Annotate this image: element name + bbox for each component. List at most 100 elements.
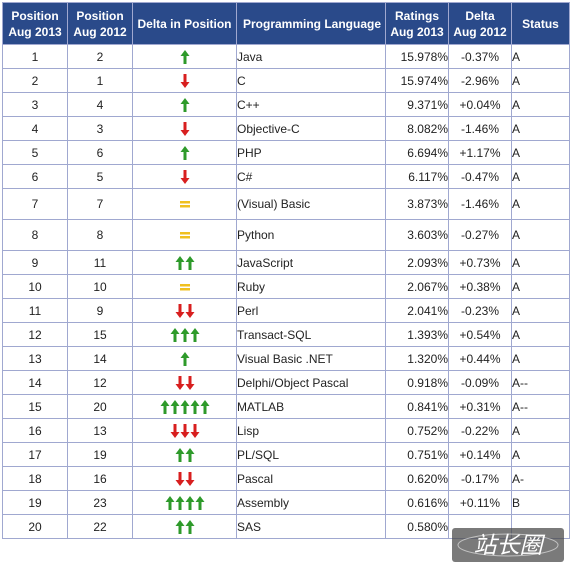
delta-position-cell [132,92,237,117]
language-cell[interactable]: C [236,68,386,93]
language-cell[interactable]: Pascal [236,466,386,491]
language-cell[interactable]: MATLAB [236,394,386,419]
ratings-cell: 2.041% [385,298,449,323]
position-2013-cell: 9 [2,250,68,275]
delta-arrows-graphic [160,399,209,414]
ratings-cell: 1.320% [385,346,449,371]
delta-cell: +0.11% [448,490,512,515]
ratings-cell: 6.694% [385,140,449,165]
position-2013-cell: 6 [2,164,68,189]
language-cell[interactable]: JavaScript [236,250,386,275]
position-2012-cell: 10 [67,274,133,299]
position-2013-cell: 8 [2,219,68,251]
delta-arrows-graphic [170,327,199,342]
delta-arrows-graphic [175,471,194,486]
language-cell[interactable]: Visual Basic .NET [236,346,386,371]
ratings-cell: 15.974% [385,68,449,93]
language-cell[interactable]: Delphi/Object Pascal [236,370,386,395]
language-cell[interactable]: SAS [236,514,386,539]
language-cell[interactable]: PL/SQL [236,442,386,467]
delta-position-cell [132,322,237,347]
red-down-arrow-icon [180,169,189,184]
ratings-cell: 1.393% [385,322,449,347]
status-cell: A [511,418,570,443]
table-body: 1 2 Java 15.978% -0.37% A 2 1 C 15.974% -2.96% A 3 4 C… [2,44,570,539]
language-cell[interactable]: Java [236,44,386,69]
language-cell[interactable]: Assembly [236,490,386,515]
position-2012-cell: 22 [67,514,133,539]
delta-arrows-graphic [179,232,190,239]
delta-position-cell [132,394,237,419]
position-2012-cell: 16 [67,466,133,491]
language-cell[interactable]: Perl [236,298,386,323]
ratings-cell: 0.620% [385,466,449,491]
ratings-cell: 0.752% [385,418,449,443]
position-2013-cell: 13 [2,346,68,371]
header-status: Status [511,2,570,45]
position-2012-cell: 20 [67,394,133,419]
green-up-arrow-icon [175,519,184,534]
green-up-arrow-icon [190,399,199,414]
delta-arrows-graphic [170,423,199,438]
yellow-equals-icon [179,283,190,290]
delta-arrows-graphic [180,351,189,366]
status-cell: A [511,116,570,141]
delta-cell: -0.09% [448,370,512,395]
position-2012-cell: 7 [67,188,133,220]
header-position-2013: Position Aug 2013 [2,2,68,45]
table-row: 18 16 Pascal 0.620% -0.17% A- [2,466,570,491]
header-row: Position Aug 2013 Position Aug 2012 Delt… [2,2,570,45]
table-row: 16 13 Lisp 0.752% -0.22% A [2,418,570,443]
green-up-arrow-icon [160,399,169,414]
position-2012-cell: 9 [67,298,133,323]
watermark-logo: 站长圈 [452,528,564,562]
delta-arrows-graphic [175,519,194,534]
header-ratings-line2: Aug 2013 [390,24,444,39]
position-2013-cell: 1 [2,44,68,69]
language-cell[interactable]: Objective-C [236,116,386,141]
language-cell[interactable]: C++ [236,92,386,117]
language-cell[interactable]: PHP [236,140,386,165]
green-up-arrow-icon [180,327,189,342]
status-cell: A [511,92,570,117]
language-cell[interactable]: Python [236,219,386,251]
status-cell: A [511,188,570,220]
ratings-cell: 3.873% [385,188,449,220]
delta-arrows-graphic [180,97,189,112]
language-cell[interactable]: (Visual) Basic [236,188,386,220]
table-row: 11 9 Perl 2.041% -0.23% A [2,298,570,323]
header-ratings-line1: Ratings [394,8,439,23]
green-up-arrow-icon [175,447,184,462]
green-up-arrow-icon [185,495,194,510]
delta-cell: -0.47% [448,164,512,189]
position-2012-cell: 8 [67,219,133,251]
language-cell[interactable]: Ruby [236,274,386,299]
table-row: 6 5 C# 6.117% -0.47% A [2,164,570,189]
ratings-cell: 3.603% [385,219,449,251]
position-2012-cell: 3 [67,116,133,141]
red-down-arrow-icon [175,471,184,486]
delta-arrows-graphic [180,73,189,88]
green-up-arrow-icon [175,255,184,270]
delta-cell: +0.54% [448,322,512,347]
table-row: 15 20 MATLAB 0.841% +0.31% A-- [2,394,570,419]
delta-arrows-graphic [180,121,189,136]
position-2012-cell: 11 [67,250,133,275]
delta-cell: +0.31% [448,394,512,419]
ratings-cell: 15.978% [385,44,449,69]
status-cell: A [511,68,570,93]
position-2012-cell: 14 [67,346,133,371]
table-row: 1 2 Java 15.978% -0.37% A [2,44,570,69]
red-down-arrow-icon [185,375,194,390]
language-cell[interactable]: Lisp [236,418,386,443]
delta-position-cell [132,164,237,189]
table-row: 19 23 Assembly 0.616% +0.11% B [2,490,570,515]
delta-position-cell [132,490,237,515]
language-cell[interactable]: Transact-SQL [236,322,386,347]
green-up-arrow-icon [180,351,189,366]
delta-cell: +0.73% [448,250,512,275]
language-cell[interactable]: C# [236,164,386,189]
delta-position-cell [132,514,237,539]
delta-position-cell [132,466,237,491]
green-up-arrow-icon [165,495,174,510]
